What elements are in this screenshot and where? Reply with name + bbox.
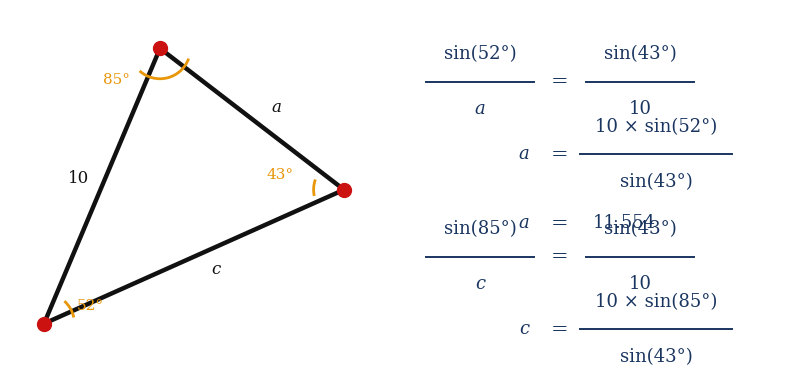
Text: a: a bbox=[474, 100, 486, 118]
Text: =: = bbox=[551, 214, 569, 233]
Text: sin(43°): sin(43°) bbox=[604, 45, 676, 63]
Text: 10 × sin(85°): 10 × sin(85°) bbox=[595, 293, 717, 311]
Text: 52°: 52° bbox=[77, 299, 104, 313]
Text: 85°: 85° bbox=[102, 73, 130, 87]
Text: c: c bbox=[475, 275, 485, 293]
Text: 10 × sin(52°): 10 × sin(52°) bbox=[595, 118, 717, 136]
Text: a: a bbox=[271, 99, 281, 116]
Text: =: = bbox=[551, 145, 569, 164]
Text: sin(52°): sin(52°) bbox=[444, 45, 516, 63]
Text: a: a bbox=[518, 214, 530, 232]
Text: =: = bbox=[551, 72, 569, 92]
Text: 43°: 43° bbox=[266, 168, 294, 182]
Text: c: c bbox=[211, 261, 221, 278]
Text: =: = bbox=[551, 247, 569, 266]
Text: a: a bbox=[518, 145, 530, 163]
Text: 10: 10 bbox=[629, 100, 651, 118]
Text: 10: 10 bbox=[68, 170, 89, 187]
Text: sin(43°): sin(43°) bbox=[604, 220, 676, 238]
Text: 11.554: 11.554 bbox=[593, 214, 655, 232]
Text: c: c bbox=[519, 320, 529, 338]
Text: sin(43°): sin(43°) bbox=[620, 173, 692, 191]
Text: =: = bbox=[551, 320, 569, 339]
Text: sin(43°): sin(43°) bbox=[620, 348, 692, 366]
Text: 10: 10 bbox=[629, 275, 651, 293]
Text: sin(85°): sin(85°) bbox=[444, 220, 516, 238]
